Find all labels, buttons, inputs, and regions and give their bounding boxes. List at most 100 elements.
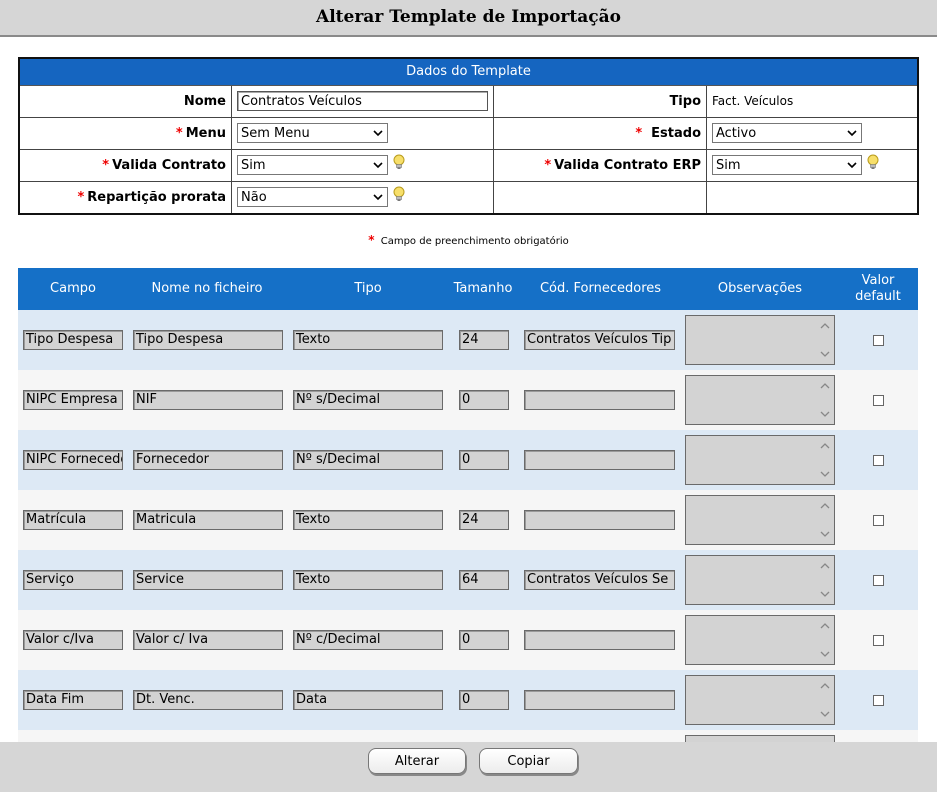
- cod-field[interactable]: [524, 390, 675, 410]
- scrollbar-arrows-icon[interactable]: [817, 497, 833, 543]
- scrollbar-arrows-icon[interactable]: [817, 557, 833, 603]
- nome-field[interactable]: Service: [133, 570, 283, 590]
- menu-label: Menu: [185, 126, 226, 141]
- tipo-field[interactable]: Data: [293, 690, 443, 710]
- estado-label-cell: * Estado: [493, 118, 706, 149]
- nome-field[interactable]: Fornecedor: [133, 450, 283, 470]
- observacoes-textarea[interactable]: [685, 735, 835, 742]
- valida-erp-label: Valida Contrato ERP: [554, 158, 701, 173]
- observacoes-textarea[interactable]: [685, 375, 835, 425]
- valor-default-checkbox[interactable]: [873, 455, 884, 466]
- tamanho-field[interactable]: 0: [459, 450, 509, 470]
- reparticao-cell: Não: [231, 182, 493, 213]
- estado-select[interactable]: Activo: [712, 123, 862, 143]
- valor-default-checkbox[interactable]: [873, 515, 884, 526]
- tamanho-field[interactable]: 24: [459, 510, 509, 530]
- valida-contrato-label: Valida Contrato: [112, 158, 226, 173]
- cod-field[interactable]: Contratos Veículos Tip: [524, 330, 675, 350]
- nome-field[interactable]: Matricula: [133, 510, 283, 530]
- campo-field[interactable]: NIPC Fornecedor: [23, 450, 123, 470]
- lightbulb-hint-icon[interactable]: [392, 186, 406, 202]
- scrollbar-arrows-icon[interactable]: [817, 317, 833, 363]
- tamanho-field[interactable]: 0: [459, 690, 509, 710]
- campo-field[interactable]: Serviço: [23, 570, 123, 590]
- nome-field[interactable]: Valor c/ Iva: [133, 630, 283, 650]
- copiar-button[interactable]: Copiar: [479, 748, 578, 774]
- scrollbar-arrows-icon[interactable]: [817, 617, 833, 663]
- cod-field[interactable]: Contratos Veículos Se: [524, 570, 675, 590]
- cod-field[interactable]: [524, 450, 675, 470]
- tipo-label: Tipo: [669, 94, 701, 109]
- tipo-field[interactable]: Texto: [293, 330, 443, 350]
- page-title: Alterar Template de Importação: [0, 0, 937, 37]
- lightbulb-hint-icon[interactable]: [866, 154, 880, 170]
- form-row-reparticao: * Repartição prorata Não: [20, 182, 917, 213]
- tipo-field[interactable]: Texto: [293, 510, 443, 530]
- nome-field[interactable]: NIF: [133, 390, 283, 410]
- valor-default-checkbox[interactable]: [873, 575, 884, 586]
- table-row: Valor c/Iva Valor c/ Iva Nº c/Decimal 0: [18, 610, 918, 670]
- valor-default-checkbox[interactable]: [873, 395, 884, 406]
- form-row-menu: * Menu Sem Menu * Estado Activo: [20, 118, 917, 150]
- tipo-value: Fact. Veículos: [712, 94, 794, 108]
- campo-field[interactable]: Valor c/Iva: [23, 630, 123, 650]
- nome-field[interactable]: Dt. Venc.: [133, 690, 283, 710]
- menu-select-value: Sem Menu: [241, 126, 310, 141]
- table-row: Tipo Despesa Tipo Despesa Texto 24 Contratos…: [18, 310, 918, 370]
- tipo-field[interactable]: Texto: [293, 570, 443, 590]
- valor-default-checkbox[interactable]: [873, 635, 884, 646]
- valor-default-checkbox[interactable]: [873, 695, 884, 706]
- tipo-field[interactable]: Nº c/Decimal: [293, 630, 443, 650]
- observacoes-textarea[interactable]: [685, 615, 835, 665]
- observacoes-textarea[interactable]: [685, 495, 835, 545]
- nome-field[interactable]: Tipo Despesa: [133, 330, 283, 350]
- observacoes-textarea[interactable]: [685, 675, 835, 725]
- tamanho-field[interactable]: 64: [459, 570, 509, 590]
- nome-input[interactable]: Contratos Veículos: [237, 91, 488, 111]
- form-header: Dados do Template: [20, 59, 917, 86]
- valida-contrato-select[interactable]: Sim: [237, 155, 388, 175]
- cod-field[interactable]: [524, 630, 675, 650]
- form-row-nome: Nome Contratos Veículos Tipo Fact. Veícu…: [20, 86, 917, 118]
- campo-field[interactable]: Data Fim: [23, 690, 123, 710]
- valida-erp-cell: Sim: [706, 150, 917, 181]
- observacoes-textarea[interactable]: [685, 315, 835, 365]
- footer-bar: Alterar Copiar: [0, 742, 937, 792]
- empty-cell: [493, 182, 706, 213]
- table-row: Data Fim Dt. Venc. Data 0: [18, 670, 918, 730]
- alterar-button[interactable]: Alterar: [368, 748, 466, 774]
- required-marker: *: [175, 126, 183, 141]
- tipo-field[interactable]: Nº s/Decimal: [293, 450, 443, 470]
- chevron-down-icon: [847, 130, 857, 137]
- scrollbar-arrows-icon[interactable]: [817, 437, 833, 483]
- reparticao-value: Não: [241, 190, 267, 205]
- reparticao-select[interactable]: Não: [237, 187, 388, 207]
- tipo-field[interactable]: Nº s/Decimal: [293, 390, 443, 410]
- valida-erp-value: Sim: [716, 158, 741, 173]
- tamanho-field[interactable]: 0: [459, 390, 509, 410]
- menu-select[interactable]: Sem Menu: [237, 123, 388, 143]
- campo-field[interactable]: Tipo Despesa: [23, 330, 123, 350]
- menu-label-wrap: * Menu: [20, 118, 226, 149]
- tamanho-field[interactable]: 24: [459, 330, 509, 350]
- campo-field[interactable]: Matrícula: [23, 510, 123, 530]
- table-row: Serviço Service Texto 64 Contratos Veículos …: [18, 550, 918, 610]
- scrollbar-arrows-icon[interactable]: [817, 677, 833, 723]
- valida-erp-select[interactable]: Sim: [712, 155, 862, 175]
- lightbulb-hint-icon[interactable]: [392, 154, 406, 170]
- campo-field[interactable]: NIPC Empresa: [23, 390, 123, 410]
- valida-erp-label-wrap: * Valida Contrato ERP: [494, 150, 701, 181]
- required-marker: *: [77, 190, 85, 205]
- valida-contrato-label-wrap: * Valida Contrato: [20, 150, 226, 181]
- cod-field[interactable]: [524, 690, 675, 710]
- observacoes-textarea[interactable]: [685, 555, 835, 605]
- scrollbar-arrows-icon[interactable]: [817, 377, 833, 423]
- valor-default-checkbox[interactable]: [873, 335, 884, 346]
- empty-cell: [706, 182, 917, 213]
- tamanho-field[interactable]: 0: [459, 630, 509, 650]
- estado-label: Estado: [651, 126, 701, 141]
- cod-field[interactable]: [524, 510, 675, 530]
- required-field-note-text: Campo de preenchimento obrigatório: [380, 236, 569, 247]
- valida-contrato-value: Sim: [241, 158, 266, 173]
- observacoes-textarea[interactable]: [685, 435, 835, 485]
